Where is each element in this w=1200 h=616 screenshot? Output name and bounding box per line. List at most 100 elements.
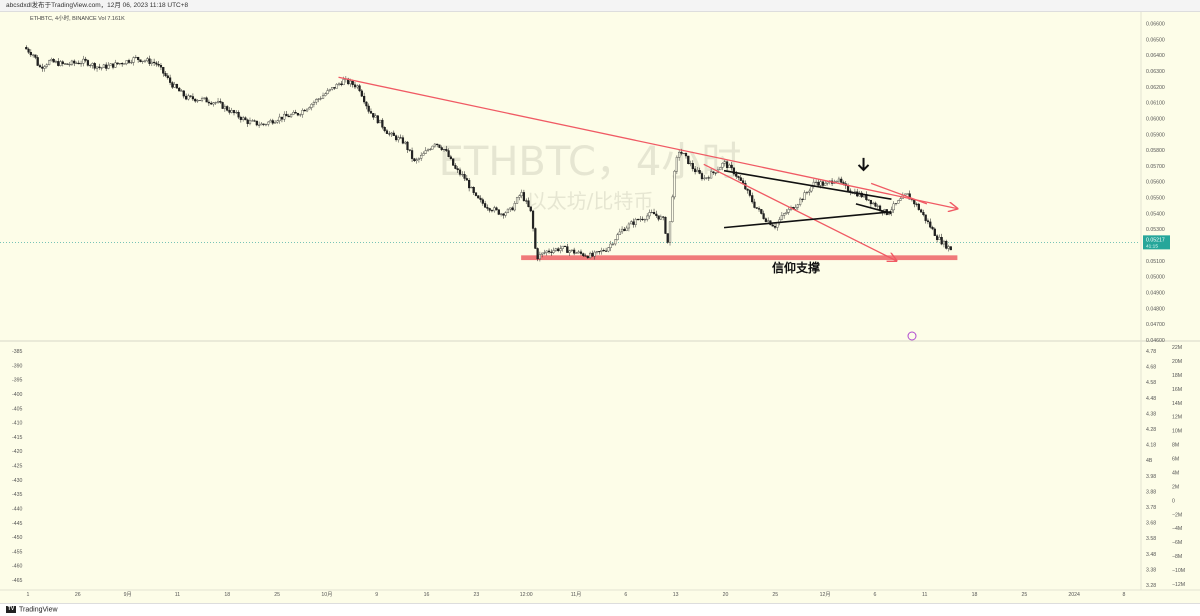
candle-body	[374, 115, 377, 118]
x-tick-label: 8	[1123, 592, 1126, 598]
indicator-left-tick: -395	[12, 378, 22, 384]
candle-body	[541, 252, 544, 255]
candle-body	[826, 181, 829, 184]
candle-body	[894, 203, 898, 205]
indicator-right-tick-2: 0	[1172, 498, 1175, 504]
candle-body	[815, 181, 818, 183]
candle-body	[171, 82, 174, 88]
indicator-toggle-icon[interactable]	[907, 331, 917, 341]
x-tick-label: 11	[175, 592, 180, 598]
trendline-long-downtrend[interactable]	[338, 76, 958, 208]
candle-body	[431, 145, 434, 150]
candle-body	[184, 95, 188, 100]
candle-body	[52, 59, 55, 63]
candle-body	[563, 245, 567, 247]
candle-body	[502, 213, 505, 216]
y-tick-label: 0.05100	[1146, 259, 1165, 265]
candle-body	[25, 47, 28, 50]
x-tick-label: 18	[972, 592, 978, 598]
support-label: 信仰支撑	[772, 260, 820, 275]
y-tick-label: 0.06000	[1146, 116, 1165, 122]
y-tick-label: 0.05400	[1146, 211, 1165, 217]
candle-body	[755, 207, 758, 209]
candle-body	[308, 107, 311, 110]
candle-body	[463, 174, 466, 179]
candle-body	[710, 171, 713, 179]
trendline-wedge-small[interactable]	[855, 203, 892, 215]
trendline-breakdown-arrow[interactable]	[703, 163, 897, 261]
candle-body	[258, 124, 261, 126]
y-tick-label: 0.04700	[1146, 322, 1165, 328]
candle-body	[477, 195, 480, 199]
candle-body	[32, 54, 35, 56]
candle-body	[604, 250, 608, 252]
candle-body	[735, 173, 738, 177]
candle-body	[61, 61, 64, 64]
candle-body	[712, 171, 715, 173]
candle-body	[102, 64, 105, 68]
support-zone[interactable]	[521, 255, 958, 261]
tradingview-logo[interactable]: TV TradingView	[6, 606, 58, 614]
x-tick-label: 16	[424, 592, 430, 598]
candle-body	[237, 112, 240, 118]
candle-body	[942, 240, 946, 245]
candle-body	[379, 119, 382, 124]
y-tick-label: 0.06100	[1146, 101, 1165, 107]
candle-body	[602, 250, 605, 252]
indicator-right-tick-2: 2M	[1172, 484, 1179, 490]
candle-body	[216, 101, 220, 103]
candle-body	[760, 209, 763, 214]
candle-body	[417, 158, 421, 160]
y-tick-label: 0.05800	[1146, 148, 1165, 154]
x-tick-label: 18	[224, 592, 230, 598]
footer-bar: TV TradingView	[0, 603, 1200, 616]
candle-body	[164, 73, 167, 76]
trendline-wedge-bottom[interactable]	[723, 211, 892, 229]
indicator-left-tick: -425	[12, 464, 22, 470]
down-arrow-marker[interactable]	[857, 157, 870, 172]
candle-body	[289, 114, 293, 118]
indicator-right-tick-2: 10M	[1172, 429, 1182, 435]
candle-body	[732, 167, 736, 175]
candle-body	[509, 207, 512, 210]
candle-body	[200, 98, 204, 101]
candle-body	[575, 252, 578, 254]
candle-body	[703, 177, 706, 180]
candle-body	[392, 132, 395, 136]
candle-body	[776, 222, 779, 228]
indicator-left-tick: -390	[12, 363, 22, 369]
candle-body	[166, 75, 169, 78]
candle-body	[123, 63, 126, 65]
candle-body	[301, 109, 304, 115]
candle-body	[228, 110, 231, 113]
candle-body	[554, 248, 557, 251]
candle-body	[109, 63, 112, 66]
candle-body	[805, 192, 809, 194]
indicator-right-tick-2: 4M	[1172, 470, 1179, 476]
candle-body	[872, 202, 875, 205]
trendline-breakdown-upper[interactable]	[870, 182, 928, 205]
candle-body	[139, 59, 142, 62]
candle-body	[525, 200, 528, 202]
candle-body	[159, 65, 163, 68]
trendline-wedge-top[interactable]	[723, 169, 892, 200]
candle-body	[899, 198, 902, 201]
indicator-left-tick: -410	[12, 421, 22, 427]
candle-body	[817, 181, 820, 186]
x-tick-label: 1	[27, 592, 30, 598]
candle-body	[461, 174, 464, 176]
candle-body	[98, 66, 101, 68]
candle-body	[328, 88, 331, 91]
candle-body	[484, 203, 487, 208]
candle-body	[246, 119, 249, 124]
candle-body	[319, 98, 322, 100]
candle-body	[906, 193, 909, 195]
candle-body	[801, 198, 804, 200]
candle-body	[269, 120, 272, 123]
candle-body	[333, 87, 336, 89]
y-tick-label: 0.05600	[1146, 180, 1165, 186]
candle-body	[764, 218, 767, 222]
candle-body	[248, 120, 252, 124]
candle-body	[413, 158, 416, 162]
